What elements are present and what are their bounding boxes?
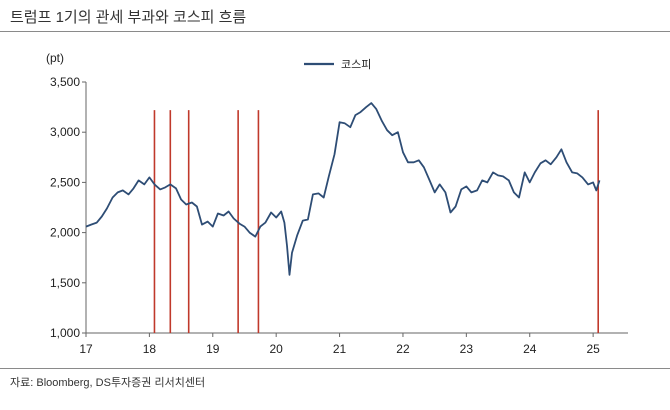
y-tick-label: 1,500 (50, 276, 80, 290)
source-note: 자료: Bloomberg, DS투자증권 리서치센터 (10, 377, 206, 389)
legend-label-kospi: 코스피 (341, 58, 371, 71)
chart-title: 트럼프 1기의 관세 부과와 코스피 흐름 (10, 9, 247, 26)
event-markers (153, 110, 600, 333)
x-tick-label: 25 (586, 342, 600, 356)
x-tick-label: 23 (460, 342, 474, 356)
y-tick-label: 2,000 (50, 226, 80, 240)
x-tick-label: 17 (79, 342, 93, 356)
y-tick-label: 3,500 (50, 75, 80, 89)
source-divider (0, 368, 670, 369)
x-tick-label: 18 (143, 342, 157, 356)
y-tick-label: 3,000 (50, 125, 80, 139)
x-tick-label: 21 (333, 342, 347, 356)
axes-layer: (pt) 1,000 1,500 2,000 2,500 3,000 3,500 17 18 19… (46, 51, 628, 356)
x-tick-label: 20 (269, 342, 283, 356)
series-layer (85, 102, 601, 276)
y-tick-label: 1,000 (50, 326, 80, 340)
kospi-series-line (85, 102, 601, 276)
x-tick-label: 19 (206, 342, 220, 356)
y-axis-label: (pt) (46, 51, 64, 65)
legend: 코스피 (304, 58, 371, 71)
y-tick-label: 2,500 (50, 175, 80, 189)
title-divider (0, 31, 670, 32)
x-tick-label: 22 (396, 342, 410, 356)
x-tick-label: 24 (523, 342, 537, 356)
